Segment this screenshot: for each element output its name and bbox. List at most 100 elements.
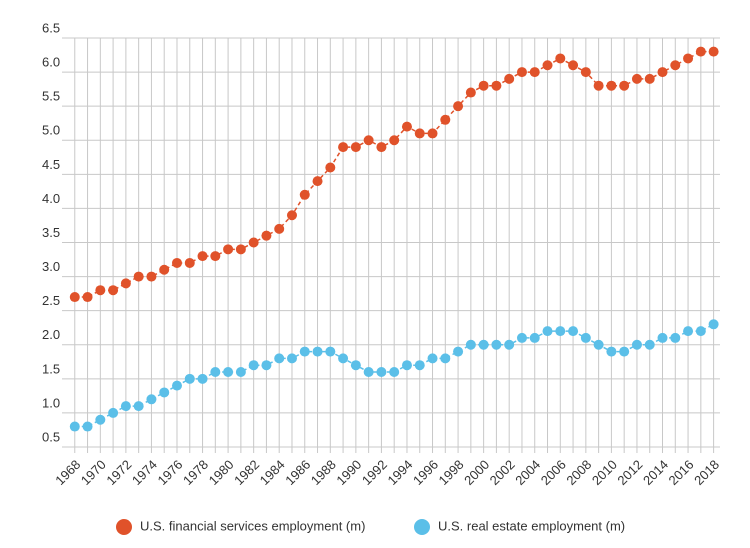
data-point (491, 80, 502, 91)
data-point (376, 142, 387, 153)
data-point (619, 80, 630, 91)
data-point (465, 339, 476, 350)
x-tick-label: 1996 (410, 457, 441, 488)
data-point (529, 67, 540, 78)
y-tick-label: 5.0 (42, 123, 60, 138)
data-point (465, 87, 476, 98)
data-point (504, 339, 515, 350)
data-point (453, 346, 464, 357)
data-point (171, 380, 182, 391)
data-point (516, 332, 527, 343)
x-tick-label: 2000 (461, 457, 492, 488)
data-point (606, 346, 617, 357)
data-point (338, 353, 349, 364)
data-point (568, 60, 579, 71)
data-point (708, 319, 719, 330)
legend-swatch (116, 519, 132, 535)
y-tick-label: 1.0 (42, 395, 60, 410)
data-point (197, 251, 208, 262)
x-tick-label: 1998 (436, 457, 467, 488)
data-point (223, 367, 234, 378)
data-point (350, 360, 361, 371)
data-point (286, 210, 297, 221)
data-point (683, 53, 694, 64)
data-point (197, 373, 208, 384)
data-point (414, 128, 425, 139)
data-point (325, 346, 336, 357)
data-point (146, 271, 157, 282)
x-tick-label: 1976 (154, 457, 185, 488)
data-point (491, 339, 502, 350)
y-tick-label: 3.0 (42, 259, 60, 274)
x-tick-label: 2012 (614, 457, 645, 488)
data-point (338, 142, 349, 153)
data-point (95, 414, 106, 425)
y-tick-label: 0.5 (42, 429, 60, 444)
data-point (299, 189, 310, 200)
data-point (95, 285, 106, 296)
data-point (695, 46, 706, 57)
data-point (670, 332, 681, 343)
data-point (440, 114, 451, 125)
x-tick-label: 1978 (180, 457, 211, 488)
legend-label: U.S. financial services employment (m) (140, 518, 365, 533)
data-point (593, 339, 604, 350)
data-point (248, 237, 259, 248)
y-tick-label: 6.5 (42, 20, 60, 35)
data-point (619, 346, 630, 357)
data-point (401, 121, 412, 132)
x-tick-label: 2014 (640, 457, 671, 488)
y-tick-label: 2.5 (42, 293, 60, 308)
y-tick-label: 5.5 (42, 89, 60, 104)
x-tick-label: 2004 (512, 457, 543, 488)
data-point (350, 142, 361, 153)
data-point (389, 135, 400, 146)
data-point (376, 367, 387, 378)
x-tick-label: 1982 (231, 457, 262, 488)
y-tick-label: 4.5 (42, 157, 60, 172)
legend-label: U.S. real estate employment (m) (438, 518, 625, 533)
data-point (427, 353, 438, 364)
x-tick-label: 2002 (487, 457, 518, 488)
y-tick-label: 3.5 (42, 225, 60, 240)
data-point (82, 421, 93, 432)
data-point (657, 332, 668, 343)
data-point (529, 332, 540, 343)
data-point (248, 360, 259, 371)
data-point (312, 176, 323, 187)
data-point (606, 80, 617, 91)
x-tick-label: 1986 (282, 457, 313, 488)
data-point (159, 264, 170, 275)
x-tick-label: 2018 (691, 457, 722, 488)
data-point (210, 251, 221, 262)
data-point (82, 292, 93, 303)
data-point (427, 128, 438, 139)
data-point (414, 360, 425, 371)
data-point (274, 353, 285, 364)
x-tick-label: 1990 (333, 457, 364, 488)
data-point (312, 346, 323, 357)
data-point (363, 367, 374, 378)
x-tick-label: 1968 (52, 457, 83, 488)
data-point (184, 257, 195, 268)
data-point (542, 60, 553, 71)
data-point (69, 421, 80, 432)
data-point (644, 339, 655, 350)
data-point (274, 223, 285, 234)
x-tick-label: 2006 (538, 457, 569, 488)
data-point (325, 162, 336, 173)
data-point (363, 135, 374, 146)
data-point (120, 401, 131, 412)
data-point (708, 46, 719, 57)
data-point (235, 367, 246, 378)
x-tick-label: 1994 (384, 457, 415, 488)
data-point (695, 326, 706, 337)
data-point (133, 271, 144, 282)
data-point (516, 67, 527, 78)
data-point (171, 257, 182, 268)
y-tick-label: 6.0 (42, 55, 60, 70)
x-tick-label: 1988 (308, 457, 339, 488)
data-point (184, 373, 195, 384)
x-tick-label: 2008 (563, 457, 594, 488)
